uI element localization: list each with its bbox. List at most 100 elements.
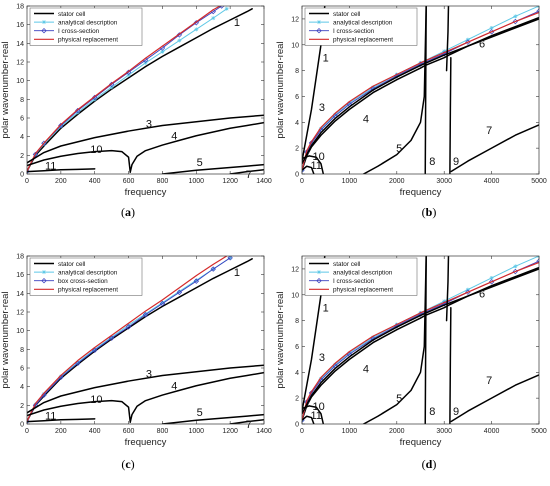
curve-label: 11 bbox=[45, 411, 56, 423]
y-tick-label: 14 bbox=[16, 41, 24, 48]
series-point-analytical bbox=[333, 112, 338, 117]
series-point-cross-section bbox=[176, 289, 183, 296]
series-line-stator bbox=[362, 6, 427, 174]
curve-label: 1 bbox=[234, 267, 240, 279]
y-tick-label: 12 bbox=[291, 16, 299, 23]
x-tick-label: 4000 bbox=[484, 428, 500, 435]
series-point-analytical bbox=[513, 14, 518, 19]
series-line-analytical bbox=[27, 8, 228, 172]
series-line-stator bbox=[27, 149, 132, 173]
y-tick-label: 8 bbox=[295, 68, 299, 75]
curve-label: 5 bbox=[197, 157, 203, 169]
x-tick-label: 5000 bbox=[531, 178, 547, 185]
curve-label: 11 bbox=[311, 160, 322, 172]
x-tick-label: 200 bbox=[55, 178, 67, 185]
legend-entry: stator cell bbox=[333, 11, 360, 18]
curve-label: 4 bbox=[363, 113, 369, 125]
series-point-analytical bbox=[160, 300, 165, 305]
curve-label: 1 bbox=[323, 303, 329, 315]
legend-entry: stator cell bbox=[58, 261, 85, 268]
series-point-cross-section bbox=[218, 6, 225, 9]
legend-entry: analytical description bbox=[333, 19, 393, 26]
y-tick-label: 2 bbox=[295, 396, 299, 403]
series-point-analytical bbox=[143, 60, 148, 65]
y-tick-label: 0 bbox=[295, 422, 299, 429]
legend-entry: analytical description bbox=[58, 269, 118, 276]
curve-label: 3 bbox=[319, 102, 325, 114]
series-point-analytical bbox=[333, 362, 338, 367]
x-axis-label: frequency bbox=[125, 187, 167, 198]
series-point-analytical bbox=[92, 347, 97, 352]
y-tick-label: 12 bbox=[16, 60, 24, 67]
series-line-stator bbox=[302, 155, 325, 174]
y-tick-label: 4 bbox=[20, 384, 24, 391]
caption-letter-d: d bbox=[425, 457, 433, 471]
y-tick-label: 2 bbox=[20, 403, 24, 410]
series-point-cross-section bbox=[125, 69, 132, 75]
curve-label: 9 bbox=[453, 406, 459, 418]
legend-entry: physical replacement bbox=[333, 287, 393, 294]
legend-entry: stator cell bbox=[58, 11, 85, 18]
series-point-cross-section bbox=[125, 324, 132, 330]
series-line-stator bbox=[449, 306, 452, 424]
legend-marker-cross-section bbox=[316, 28, 322, 34]
curve-label: 11 bbox=[311, 410, 322, 422]
curve-label: 1 bbox=[323, 53, 329, 65]
series-point-analytical bbox=[194, 27, 199, 32]
series-point-analytical bbox=[177, 38, 182, 43]
y-tick-label: 10 bbox=[291, 42, 299, 49]
legend-entry: physical replacement bbox=[333, 37, 393, 44]
curve-label: 5 bbox=[396, 393, 402, 405]
series-line-stator bbox=[362, 256, 427, 424]
y-tick-label: 10 bbox=[291, 292, 299, 299]
series-point-cross-section bbox=[159, 300, 166, 307]
series-line-stator bbox=[302, 268, 539, 415]
x-tick-label: 800 bbox=[157, 428, 169, 435]
caption-letter-a: a bbox=[125, 205, 131, 219]
x-tick-label: 800 bbox=[157, 178, 169, 185]
curve-label: 9 bbox=[453, 156, 459, 168]
y-axis-label: polar wavenumber-real bbox=[0, 41, 11, 138]
series-point-analytical bbox=[347, 100, 352, 105]
legend-entry: analytical description bbox=[333, 269, 393, 276]
x-tick-label: 1000 bbox=[342, 178, 358, 185]
series-line-stator bbox=[424, 256, 427, 424]
series-point-cross-section bbox=[176, 32, 183, 38]
series-line-stator bbox=[129, 121, 264, 173]
series-line-stator bbox=[161, 413, 264, 424]
y-tick-label: 6 bbox=[20, 116, 24, 123]
x-tick-label: 4000 bbox=[484, 178, 500, 185]
legend-entry: I cross-section bbox=[58, 28, 100, 35]
x-axis-label: frequency bbox=[400, 437, 442, 448]
series-line-stator bbox=[229, 169, 264, 174]
y-tick-label: 14 bbox=[16, 291, 24, 298]
legend-entry: analytical description bbox=[58, 19, 118, 26]
series-point-analytical bbox=[177, 289, 182, 294]
series-point-analytical bbox=[109, 85, 114, 90]
legend-marker-analytical bbox=[317, 270, 321, 275]
x-tick-label: 600 bbox=[123, 178, 135, 185]
y-axis-label: polar wavenumber-real bbox=[0, 291, 11, 388]
curve-label: 3 bbox=[319, 352, 325, 364]
series-point-analytical bbox=[58, 374, 63, 379]
y-tick-label: 8 bbox=[295, 318, 299, 325]
x-tick-label: 400 bbox=[89, 178, 101, 185]
curve-label: 7 bbox=[246, 169, 252, 181]
series-point-analytical bbox=[371, 335, 376, 340]
curve-label: 8 bbox=[429, 156, 435, 168]
curve-label: 10 bbox=[312, 401, 324, 413]
caption-letter-c: c bbox=[125, 457, 131, 471]
series-point-cross-section bbox=[75, 107, 81, 114]
series-point-analytical bbox=[224, 6, 229, 11]
curve-label: 7 bbox=[486, 375, 492, 387]
curve-label: 6 bbox=[479, 38, 485, 50]
legend-marker-analytical bbox=[42, 20, 46, 25]
series-point-cross-section bbox=[27, 418, 30, 424]
y-tick-label: 4 bbox=[295, 370, 299, 377]
series-point-analytical bbox=[318, 376, 323, 381]
series-point-cross-section bbox=[27, 168, 30, 174]
series-point-analytical bbox=[194, 278, 199, 283]
y-tick-label: 18 bbox=[16, 254, 24, 261]
plot-frame bbox=[26, 5, 265, 175]
series-line-stator bbox=[229, 419, 264, 424]
